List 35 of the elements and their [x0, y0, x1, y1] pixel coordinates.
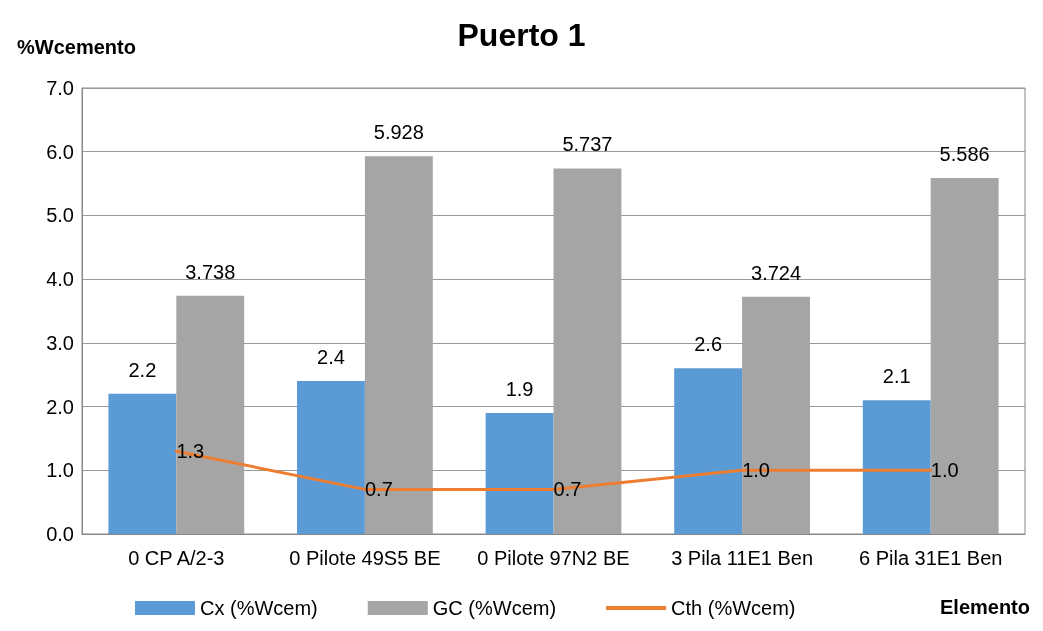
- bar: [108, 393, 177, 534]
- data-label: 2.1: [882, 365, 911, 388]
- legend-label: Cx (%Wcem): [200, 597, 318, 619]
- bar: [485, 412, 554, 534]
- data-label: 3.724: [751, 261, 802, 284]
- y-tick-label: 1.0: [46, 459, 74, 482]
- x-axis-title: Elemento: [939, 596, 1031, 618]
- data-label: 5.586: [939, 143, 990, 166]
- data-label: 3.738: [185, 260, 236, 283]
- chart-title: Puerto 1: [457, 17, 586, 53]
- y-tick-label: 5.0: [46, 204, 74, 227]
- y-axis-title: %Wcemento: [17, 36, 136, 58]
- y-tick-label: 0.0: [46, 523, 74, 545]
- x-tick-label: 0 Pilote 49S5 BE: [289, 547, 441, 569]
- data-label: 5.737: [562, 133, 613, 156]
- data-label: 1.0: [930, 459, 959, 482]
- y-tick-label: 4.0: [46, 268, 74, 291]
- x-tick-label: 0 Pilote 97N2 BE: [477, 547, 630, 569]
- legend-label: Cth (%Wcem): [671, 597, 796, 619]
- x-tick-label: 3 Pila 11E1 Ben: [671, 547, 814, 569]
- data-label: 2.4: [317, 346, 345, 369]
- data-label: 2.2: [128, 358, 157, 381]
- data-label: 5.928: [373, 121, 424, 144]
- x-tick-label: 0 CP A/2-3: [128, 547, 225, 569]
- bar: [297, 381, 365, 534]
- legend-label: GC (%Wcem): [432, 597, 557, 619]
- y-tick-label: 6.0: [46, 140, 74, 163]
- y-tick-label: 3.0: [46, 331, 74, 354]
- y-tick-label: 7.0: [46, 77, 74, 99]
- x-tick-label: 6 Pila 31E1 Ben: [858, 547, 1003, 569]
- data-label: 2.6: [694, 333, 723, 356]
- data-label: 1.9: [505, 377, 534, 400]
- bar: [674, 368, 743, 534]
- y-tick-label: 2.0: [46, 395, 74, 418]
- bar: [862, 400, 931, 534]
